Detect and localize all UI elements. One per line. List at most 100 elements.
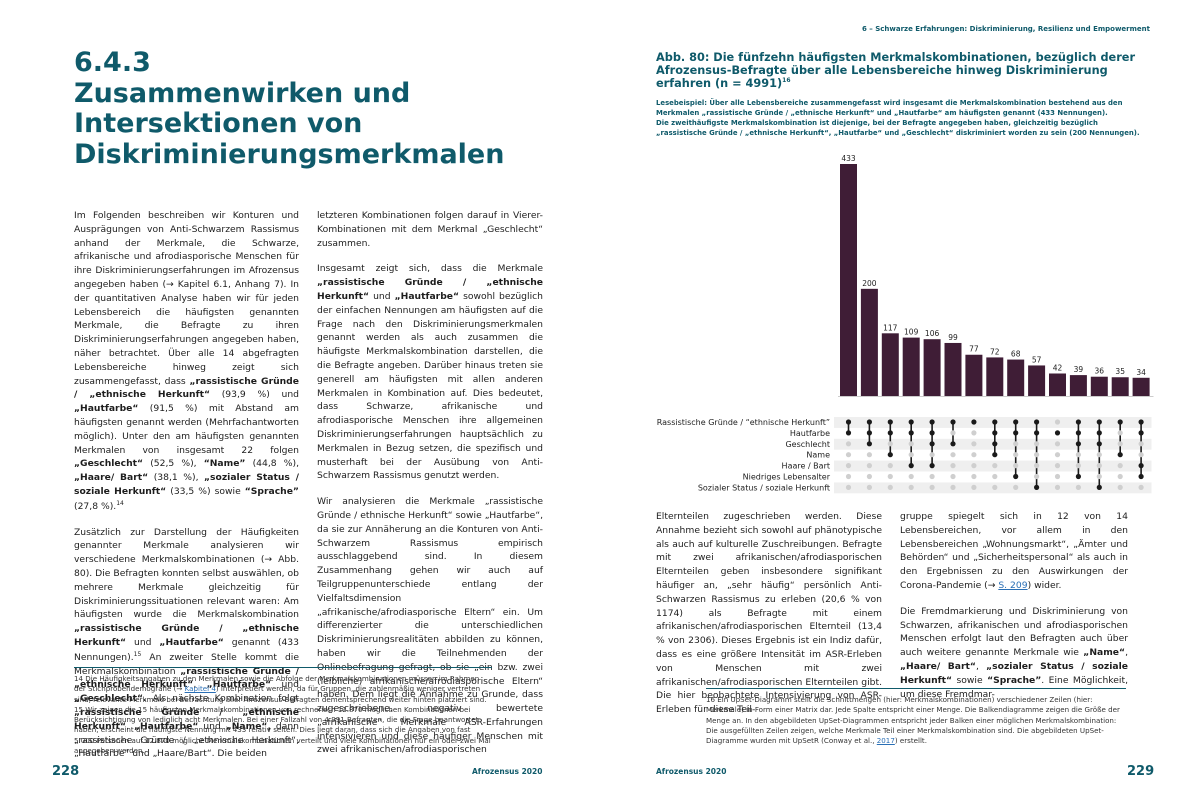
bar-value-label: 68 xyxy=(1011,350,1021,359)
matrix-dot-empty xyxy=(1013,452,1019,458)
matrix-dot-empty xyxy=(908,452,914,458)
matrix-dot-filled xyxy=(1013,419,1019,425)
bar-value-label: 57 xyxy=(1032,355,1042,364)
matrix-dot-empty xyxy=(866,452,872,458)
set-label: Geschlecht xyxy=(785,440,830,449)
matrix-dot-empty xyxy=(845,484,852,490)
matrix-dot-empty xyxy=(1034,473,1040,480)
matrix-dot-filled xyxy=(1138,430,1144,436)
bar-value-label: 200 xyxy=(862,279,877,288)
bar-value-label: 77 xyxy=(969,345,979,354)
matrix-dot-empty xyxy=(929,484,935,490)
matrix-dot-empty xyxy=(866,473,872,480)
matrix-dot-empty xyxy=(1034,463,1040,469)
page-link[interactable]: S. 209 xyxy=(998,579,1028,591)
bar-value-label: 433 xyxy=(841,154,856,163)
body-column-3: Elternteilen zugeschrieben werden. Diese… xyxy=(656,510,882,729)
matrix-dot-empty xyxy=(845,473,852,480)
set-label: Niedriges Lebensalter xyxy=(743,473,831,482)
matrix-dot-empty xyxy=(1138,441,1144,447)
reference-link[interactable]: 2017 xyxy=(876,736,895,746)
footer-label: Afrozensus 2020 xyxy=(656,767,727,776)
matrix-dot-empty xyxy=(1075,463,1081,469)
footnote-ref[interactable]: 14 xyxy=(116,499,124,507)
footnote-15: 15 Wir zeigen die 15 häufigsten Merkmals… xyxy=(74,704,491,755)
paragraph: Zusätzlich zur Darstellung der Häufigkei… xyxy=(74,526,300,760)
bar xyxy=(965,354,983,396)
bar-value-label: 109 xyxy=(904,328,919,337)
matrix-dot-empty xyxy=(971,473,977,480)
matrix-dot-filled xyxy=(929,441,935,447)
matrix-dot-empty xyxy=(845,452,852,458)
set-label: Sozialer Status / soziale Herkunft xyxy=(698,483,830,492)
bar xyxy=(881,333,899,396)
matrix-dot-filled xyxy=(971,419,977,425)
matrix-dot-filled xyxy=(950,441,956,447)
figure-title: Abb. 80: Die fünfzehn häufigsten Merkmal… xyxy=(656,51,1136,91)
matrix-dot-empty xyxy=(929,473,935,480)
right-page: 6 – Schwarze Erfahrungen: Diskriminierun… xyxy=(600,0,1200,800)
matrix-dot-filled xyxy=(929,430,935,436)
matrix-dot-empty xyxy=(908,473,914,480)
body-column-1: Im Folgenden beschreiben wir Konturen un… xyxy=(74,209,299,773)
matrix-dot-empty xyxy=(950,473,956,480)
section-title-line: Zusammenwirken und xyxy=(74,77,411,109)
matrix-dot-empty xyxy=(971,430,977,436)
bar xyxy=(1007,359,1025,396)
matrix-dot-empty xyxy=(1013,463,1019,469)
paragraph: Insgesamt zeigt sich, dass die Merkmale … xyxy=(317,263,543,482)
section-heading: 6.4.3 Zusammenwirken und Intersektionen … xyxy=(74,47,544,170)
bar xyxy=(840,164,857,396)
matrix-dot-filled xyxy=(1034,430,1040,436)
matrix-dot-empty xyxy=(845,463,852,469)
matrix-dot-filled xyxy=(992,419,998,425)
section-number: 6.4.3 xyxy=(74,47,151,78)
matrix-dot-empty xyxy=(1096,463,1102,469)
matrix-dot-empty xyxy=(1138,484,1144,490)
matrix-dot-filled xyxy=(1013,430,1019,436)
bar xyxy=(944,342,962,396)
matrix-dot-empty xyxy=(950,430,956,436)
matrix-dot-empty xyxy=(1054,484,1061,490)
matrix-dot-filled xyxy=(1013,473,1019,480)
footnotes: 14 Die Häufigkeitsangaben zu den Merkmal… xyxy=(74,667,492,756)
footnote-ref[interactable]: 16 xyxy=(782,77,791,85)
bar-value-label: 117 xyxy=(883,323,898,332)
set-label: Name xyxy=(806,451,830,460)
matrix-dot-filled xyxy=(1117,419,1123,425)
bar xyxy=(1069,375,1087,396)
matrix-dot-filled xyxy=(1034,419,1040,425)
matrix-dot-filled xyxy=(950,419,956,425)
matrix-dot-empty xyxy=(950,484,956,490)
matrix-dot-empty xyxy=(971,452,977,458)
matrix-dot-empty xyxy=(1034,441,1040,447)
paragraph: Elternteilen zugeschrieben werden. Diese… xyxy=(656,511,882,716)
bar xyxy=(923,339,941,396)
matrix-dot-empty xyxy=(1117,430,1123,436)
matrix-dot-filled xyxy=(992,441,998,447)
bar-value-label: 99 xyxy=(948,333,958,342)
bar xyxy=(1132,377,1150,396)
matrix-dot-filled xyxy=(866,441,872,447)
matrix-dot-empty xyxy=(1054,419,1061,425)
matrix-dot-empty xyxy=(971,463,977,469)
running-header: 6 – Schwarze Erfahrungen: Diskriminierun… xyxy=(861,25,1150,33)
chapter-link[interactable]: Kapitel 4 xyxy=(184,684,216,694)
matrix-dot-filled xyxy=(845,430,852,436)
bar-value-label: 42 xyxy=(1053,363,1063,372)
matrix-dot-empty xyxy=(1117,463,1123,469)
matrix-dot-filled xyxy=(1075,430,1081,436)
bar-value-label: 34 xyxy=(1136,368,1146,377)
matrix-dot-empty xyxy=(845,441,852,447)
matrix-dot-empty xyxy=(1075,452,1081,458)
bar xyxy=(1049,373,1066,396)
bar-value-label: 106 xyxy=(925,329,940,338)
matrix-dot-filled xyxy=(845,419,852,425)
matrix-dot-empty xyxy=(1096,473,1102,480)
set-label: Haare / Bart xyxy=(782,462,830,471)
set-label: Rassistische Gründe / “ethnische Herkunf… xyxy=(657,418,830,427)
matrix-dot-empty xyxy=(1054,441,1061,447)
footnote-ref[interactable]: 15 xyxy=(133,650,142,658)
matrix-dot-empty xyxy=(1054,452,1061,458)
matrix-dot-empty xyxy=(887,484,893,490)
